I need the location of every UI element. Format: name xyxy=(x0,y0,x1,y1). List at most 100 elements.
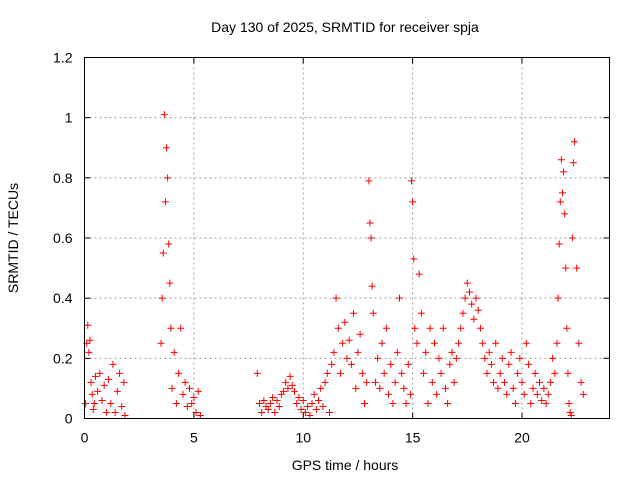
data-point-plus xyxy=(410,255,418,263)
data-point-plus xyxy=(516,354,524,362)
data-point-plus xyxy=(111,408,119,416)
data-point-plus xyxy=(538,396,546,404)
y-tick-labels: 0 0.2 0.4 0.6 0.8 1 1.2 xyxy=(53,50,73,427)
x-axis-label: GPS time / hours xyxy=(292,457,399,473)
data-point-plus xyxy=(165,240,173,248)
data-point-plus xyxy=(304,402,312,410)
data-point-plus xyxy=(540,384,548,392)
data-point-plus xyxy=(408,177,416,185)
data-point-plus xyxy=(567,411,575,419)
data-point-plus xyxy=(481,354,489,362)
data-point-plus xyxy=(90,399,98,407)
data-point-plus xyxy=(121,411,129,419)
data-point-plus xyxy=(459,309,467,317)
data-point-plus xyxy=(87,378,95,386)
data-point-plus xyxy=(533,390,541,398)
data-point-plus xyxy=(376,384,384,392)
data-point-plus xyxy=(483,369,491,377)
data-point-plus xyxy=(385,390,393,398)
chart-title: Day 130 of 2025, SRMTID for receiver spj… xyxy=(211,19,479,35)
data-point-plus xyxy=(264,405,272,413)
data-point-plus xyxy=(295,393,303,401)
data-point-plus xyxy=(527,399,535,407)
data-point-plus xyxy=(293,399,301,407)
data-point-plus xyxy=(166,279,174,287)
data-point-plus xyxy=(275,402,283,410)
data-point-plus xyxy=(382,324,390,332)
data-point-plus xyxy=(565,399,573,407)
data-point-plus xyxy=(457,324,465,332)
data-point-plus xyxy=(450,378,458,386)
data-point-plus xyxy=(556,198,564,206)
x-tick-label: 20 xyxy=(514,430,530,446)
data-point-plus xyxy=(426,324,434,332)
y-tick-label: 0.6 xyxy=(53,230,73,246)
data-point-plus xyxy=(549,354,557,362)
data-point-plus xyxy=(159,249,167,257)
data-point-plus xyxy=(361,399,368,407)
data-point-plus xyxy=(188,399,196,407)
data-point-plus xyxy=(85,348,93,356)
data-point-plus xyxy=(417,309,425,317)
data-point-plus xyxy=(518,378,526,386)
data-point-plus xyxy=(509,384,517,392)
data-point-plus xyxy=(192,408,200,416)
data-point-plus xyxy=(91,372,99,380)
data-point-plus xyxy=(404,360,412,368)
data-point-plus xyxy=(306,411,314,419)
data-point-plus xyxy=(562,264,570,272)
data-point-plus xyxy=(498,354,506,362)
data-point-plus xyxy=(310,390,318,398)
data-point-plus xyxy=(319,402,327,410)
data-point-plus xyxy=(494,384,502,392)
data-point-plus xyxy=(181,378,189,386)
data-point-plus xyxy=(568,234,576,242)
data-point-plus xyxy=(474,306,482,314)
data-point-plus xyxy=(89,405,97,413)
data-point-plus xyxy=(424,399,432,407)
data-point-plus xyxy=(503,390,511,398)
data-point-plus xyxy=(378,339,386,347)
data-point-plus xyxy=(354,348,362,356)
data-point-plus xyxy=(496,369,504,377)
data-point-plus xyxy=(446,360,454,368)
data-point-plus xyxy=(431,339,438,347)
data-point-plus xyxy=(444,399,452,407)
data-point-plus xyxy=(172,399,180,407)
data-point-plus xyxy=(365,177,373,185)
data-point-plus xyxy=(328,360,336,368)
data-point-plus xyxy=(82,399,90,407)
data-point-plus xyxy=(175,369,183,377)
data-points xyxy=(82,111,587,419)
data-point-plus xyxy=(98,396,106,404)
y-tick-label: 0.8 xyxy=(53,170,73,186)
data-point-plus xyxy=(561,210,569,218)
data-point-plus xyxy=(566,408,574,416)
data-point-plus xyxy=(94,387,102,395)
data-point-plus xyxy=(291,387,298,395)
data-point-plus xyxy=(374,354,382,362)
data-point-plus xyxy=(102,408,110,416)
data-point-plus xyxy=(393,348,401,356)
data-point-plus xyxy=(400,384,408,392)
y-tick-label: 0 xyxy=(65,411,73,427)
data-point-plus xyxy=(369,309,377,317)
data-point-plus xyxy=(177,324,185,332)
data-point-plus xyxy=(558,189,566,197)
data-point-plus xyxy=(564,369,572,377)
data-point-plus xyxy=(409,198,417,206)
data-point-plus xyxy=(256,399,263,407)
data-point-plus xyxy=(273,396,281,404)
data-point-plus xyxy=(253,369,261,377)
data-point-plus xyxy=(96,369,104,377)
data-point-plus xyxy=(358,369,366,377)
data-point-plus xyxy=(157,339,165,347)
data-point-plus xyxy=(343,354,351,362)
data-point-plus xyxy=(455,339,463,347)
data-point-plus xyxy=(160,111,168,119)
data-point-plus xyxy=(336,369,344,377)
data-point-plus xyxy=(487,360,495,368)
y-axis-label: SRMTID / TECUs xyxy=(5,183,21,293)
data-point-plus xyxy=(415,270,423,278)
